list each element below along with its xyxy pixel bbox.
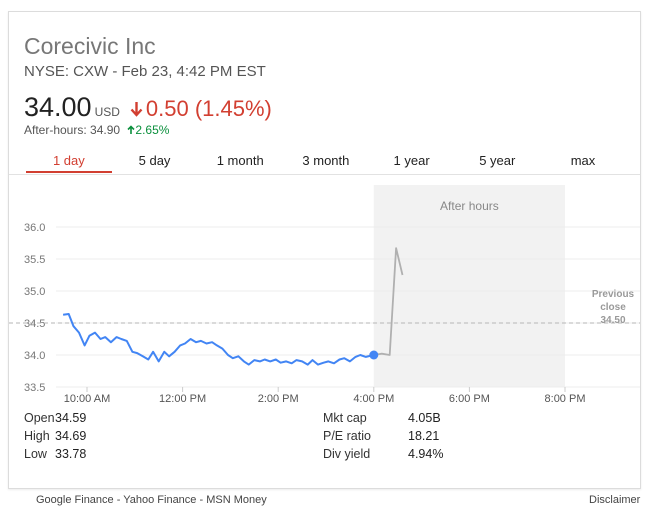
stat-value: 4.05B [408,411,441,425]
stat-value: 33.78 [55,447,87,461]
regular-session-line [62,313,375,366]
after-hours-row: After-hours: 34.90 2.65% [24,123,169,137]
tab-5-year[interactable]: 5 year [479,153,516,168]
y-tick-label: 34.5 [24,318,45,330]
stats-right: Mkt cap 4.05B P/E ratio 18.21 Div yield 4.9… [323,411,443,465]
stat-label: Low [24,447,47,461]
stat-label: P/E ratio [323,429,371,443]
x-tick-label: 8:00 PM [545,393,586,404]
stat-value: 34.59 [55,411,87,425]
tab-1-year[interactable]: 1 year [393,153,430,168]
after-hours-region [373,185,565,387]
x-tick-label: 10:00 AM [64,393,110,404]
stat-label: Div yield [323,447,371,461]
tab-1-day[interactable]: 1 day [26,149,112,173]
arrow-down-icon [130,102,143,117]
exchange-info: NYSE: CXW - Feb 23, 4:42 PM EST [24,63,266,80]
after-hours-change-value: 2.65% [135,123,170,137]
after-hours-change: 2.65% [127,123,169,137]
tab-3-month[interactable]: 3 month [302,153,350,168]
stat-label: High [24,429,50,443]
stat-label: Open [24,411,55,425]
stat-div-yield: Div yield 4.94% [323,447,443,465]
finance-card: Corecivic Inc NYSE: CXW - Feb 23, 4:42 P… [8,11,641,489]
stat-value: 34.69 [55,429,87,443]
range-tabs: 1 day 5 day 1 month 3 month 1 year 5 yea… [26,149,626,173]
price-change: 0.50 (1.45%) [130,96,272,122]
stats-left: Open 34.59 High 34.69 Low 33.78 [24,411,86,465]
tabs-divider [9,174,640,175]
tab-max[interactable]: max [570,153,596,168]
after-hours-price: After-hours: 34.90 [24,123,121,137]
x-tick-label: 4:00 PM [353,393,394,404]
disclaimer-link[interactable]: Disclaimer [589,494,641,506]
footer-sources[interactable]: Google Finance - Yahoo Finance - MSN Mon… [36,494,267,506]
x-tick-label: 6:00 PM [449,393,490,404]
y-tick-label: 35.5 [24,254,45,266]
stat-value: 4.94% [408,447,444,461]
stat-open: Open 34.59 [24,411,86,429]
currency-label: USD [94,105,120,119]
stat-label: Mkt cap [323,411,367,425]
previous-close-label: Previous [592,289,635,300]
tab-1-month[interactable]: 1 month [216,153,264,168]
previous-close-label: 34.50 [600,315,625,326]
stat-low: Low 33.78 [24,447,86,465]
close-point-marker [369,350,379,360]
y-tick-label: 34.0 [24,350,45,362]
y-tick-label: 36.0 [24,222,45,234]
y-tick-label: 33.5 [24,382,45,394]
price-change-value: 0.50 (1.45%) [145,96,272,121]
stat-mkt-cap: Mkt cap 4.05B [323,411,443,429]
after-hours-line [373,247,404,356]
stat-high: High 34.69 [24,429,86,447]
price-chart[interactable]: After hours 36.0 35.5 35.0 34.5 34.0 33.5 10:00… [9,172,640,404]
x-tick-label: 2:00 PM [258,393,299,404]
stat-value: 18.21 [408,429,440,443]
x-tick-label: 12:00 PM [159,393,206,404]
price-row: 34.00 USD 0.50 (1.45%) [24,92,272,123]
arrow-up-icon [127,125,135,134]
stat-pe-ratio: P/E ratio 18.21 [323,429,443,447]
current-price: 34.00 [24,92,92,122]
tab-5-day[interactable]: 5 day [138,153,171,168]
company-name[interactable]: Corecivic Inc [24,33,156,59]
y-tick-label: 35.0 [24,286,45,298]
after-hours-label: After hours [440,199,499,213]
previous-close-label: close [600,302,626,313]
